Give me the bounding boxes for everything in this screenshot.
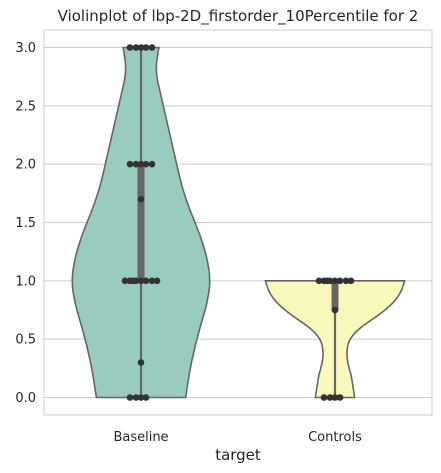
data-point	[132, 160, 140, 168]
data-point	[126, 44, 134, 51]
data-point	[315, 277, 323, 285]
x-tick-label: Baseline	[113, 430, 168, 445]
y-tick-label: 1.5	[15, 216, 36, 231]
x-axis-label: target	[215, 446, 261, 464]
data-point	[137, 195, 145, 203]
y-tick-labels: 0.0 0.5 1.0 1.5 2.0 2.5 3.0	[15, 41, 36, 406]
data-point	[142, 160, 150, 168]
data-point	[137, 160, 145, 168]
data-point	[129, 277, 137, 285]
y-tick-label: 3.0	[15, 41, 36, 56]
iqr-box-controls	[331, 280, 339, 310]
y-tick-label: 2.0	[15, 158, 36, 173]
x-tick-label: Controls	[308, 430, 362, 445]
y-tick-label: 2.5	[15, 99, 36, 114]
data-point	[121, 277, 129, 285]
data-point	[132, 394, 140, 401]
data-point	[132, 44, 140, 51]
data-point	[326, 394, 334, 401]
x-tick-labels: Baseline Controls	[113, 430, 362, 445]
chart-title: Violinplot of lbp-2D_firstorder_10Percen…	[58, 7, 419, 26]
data-point	[142, 44, 150, 51]
data-point	[342, 277, 350, 285]
data-point	[137, 394, 145, 401]
data-point	[142, 277, 150, 285]
plot-frame	[43, 29, 433, 416]
y-tick-label: 1.0	[15, 274, 36, 289]
data-point	[142, 394, 150, 401]
data-point	[347, 277, 355, 285]
inner-boxes	[137, 47, 339, 398]
data-point	[336, 277, 344, 285]
data-point	[126, 160, 134, 168]
data-point	[323, 277, 331, 285]
data-point	[320, 394, 328, 401]
iqr-box-baseline	[137, 164, 145, 281]
data-point	[331, 394, 339, 401]
data-point	[126, 394, 134, 401]
data-point	[153, 277, 161, 285]
data-point	[148, 44, 156, 51]
data-point	[148, 160, 156, 168]
y-tick-label: 0.5	[15, 333, 36, 348]
data-point	[336, 394, 344, 401]
y-tick-label: 0.0	[15, 391, 36, 406]
data-point	[331, 306, 339, 314]
data-point	[137, 44, 145, 51]
data-points	[121, 44, 355, 401]
data-point	[331, 277, 339, 285]
data-point	[137, 277, 145, 285]
data-point	[137, 359, 145, 366]
data-point	[148, 277, 156, 285]
